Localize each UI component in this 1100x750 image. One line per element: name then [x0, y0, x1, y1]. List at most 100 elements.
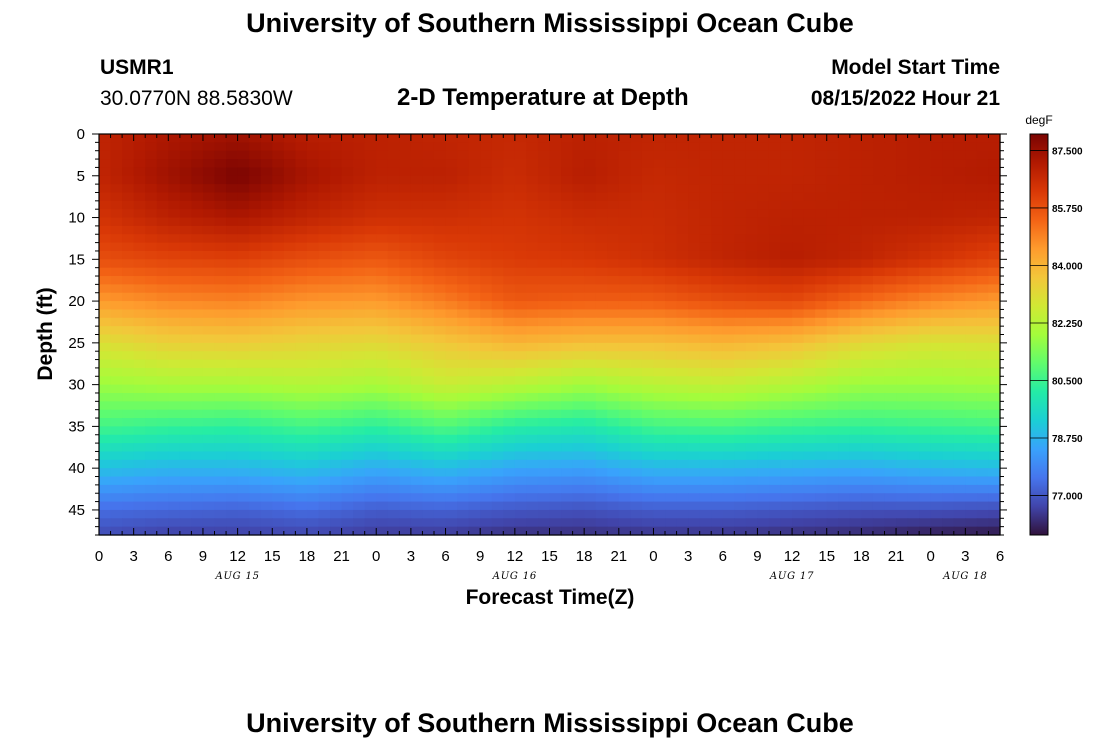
- heatmap-cell: [445, 484, 458, 494]
- heatmap-cell: [445, 326, 458, 336]
- heatmap-cell: [734, 476, 747, 486]
- heatmap-cell: [561, 426, 574, 436]
- heatmap-cell: [641, 175, 655, 185]
- heatmap-cell: [376, 351, 389, 361]
- heatmap-cell: [907, 426, 920, 436]
- heatmap-cell: [306, 259, 320, 269]
- heatmap-cell: [572, 334, 585, 344]
- heatmap-cell: [191, 317, 204, 327]
- heatmap-cell: [376, 317, 389, 327]
- heatmap-cell: [295, 276, 308, 285]
- heatmap-cell: [896, 509, 909, 519]
- heatmap-cell: [422, 443, 435, 453]
- heatmap-cell: [607, 392, 620, 402]
- heatmap-cell: [399, 259, 412, 269]
- heatmap-cell: [468, 167, 481, 177]
- heatmap-cell: [942, 418, 955, 427]
- heatmap-cell: [630, 392, 643, 402]
- heatmap-cell: [272, 134, 285, 143]
- heatmap-cell: [884, 326, 897, 336]
- heatmap-cell: [364, 284, 377, 294]
- heatmap-cell: [896, 175, 909, 185]
- heatmap-cell: [699, 276, 712, 285]
- heatmap-cell: [537, 317, 551, 327]
- heatmap-cell: [330, 175, 343, 185]
- heatmap-cell: [549, 426, 562, 436]
- heatmap-cell: [896, 159, 909, 169]
- heatmap-cell: [168, 334, 181, 344]
- heatmap-cell: [757, 225, 770, 235]
- heatmap-cell: [884, 301, 897, 311]
- heatmap-cell: [965, 209, 978, 219]
- heatmap-cell: [561, 309, 574, 319]
- heatmap-cell: [99, 250, 112, 260]
- heatmap-cell: [283, 434, 296, 444]
- heatmap-cell: [745, 376, 759, 386]
- heatmap-cell: [330, 184, 343, 194]
- heatmap-cell: [468, 401, 481, 411]
- heatmap-cell: [988, 459, 1001, 469]
- heatmap-cell: [410, 392, 424, 402]
- heatmap-cell: [930, 217, 943, 227]
- heatmap-cell: [226, 184, 239, 194]
- heatmap-cell: [306, 150, 320, 160]
- heatmap-cell: [537, 242, 551, 252]
- heatmap-cell: [803, 267, 816, 277]
- heatmap-cell: [272, 518, 285, 528]
- heatmap-cell: [226, 192, 239, 202]
- heatmap-cell: [780, 367, 793, 377]
- y-tick-label: 30: [68, 377, 85, 394]
- heatmap-cell: [734, 493, 747, 503]
- heatmap-cell: [699, 418, 712, 427]
- heatmap-cell: [214, 217, 227, 227]
- heatmap-cell: [988, 426, 1001, 436]
- heatmap-cell: [815, 459, 828, 469]
- heatmap-cell: [734, 434, 747, 444]
- heatmap-cell: [283, 225, 296, 235]
- heatmap-cell: [422, 526, 435, 536]
- heatmap-cell: [561, 292, 574, 302]
- heatmap-cell: [665, 259, 678, 269]
- heatmap-cell: [676, 301, 689, 311]
- heatmap-cell: [884, 518, 897, 528]
- heatmap-cell: [653, 509, 666, 519]
- heatmap-cell: [214, 526, 227, 536]
- heatmap-cell: [803, 501, 816, 511]
- heatmap-cell: [260, 159, 273, 169]
- heatmap-cell: [768, 192, 782, 202]
- heatmap-cell: [272, 334, 285, 344]
- heatmap-cell: [907, 242, 920, 252]
- heatmap-cell: [780, 242, 793, 252]
- heatmap-cell: [433, 351, 447, 361]
- heatmap-cell: [272, 351, 285, 361]
- heatmap-cell: [803, 392, 816, 402]
- heatmap-cell: [468, 342, 481, 352]
- colorbar-tick-label: 77.000: [1052, 492, 1083, 503]
- heatmap-cell: [607, 209, 620, 219]
- heatmap-cell: [688, 459, 701, 469]
- heatmap-cell: [514, 476, 527, 486]
- heatmap-cell: [202, 526, 216, 536]
- heatmap-cell: [122, 334, 135, 344]
- heatmap-cell: [919, 418, 932, 427]
- heatmap-cell: [283, 167, 296, 177]
- heatmap-cell: [919, 443, 932, 453]
- date-label: AUG 15: [214, 571, 259, 582]
- heatmap-cell: [514, 493, 527, 503]
- heatmap-cell: [457, 367, 470, 377]
- heatmap-cell: [572, 401, 585, 411]
- heatmap-cell: [226, 418, 239, 427]
- heatmap-cell: [445, 242, 458, 252]
- heatmap-cell: [249, 443, 262, 453]
- heatmap-cell: [930, 351, 943, 361]
- heatmap-cell: [849, 225, 862, 235]
- heatmap-cell: [630, 518, 643, 528]
- heatmap-cell: [815, 159, 828, 169]
- heatmap-cell: [561, 509, 574, 519]
- heatmap-cell: [422, 476, 435, 486]
- heatmap-cell: [572, 518, 585, 528]
- heatmap-cell: [387, 284, 400, 294]
- heatmap-cell: [341, 267, 354, 277]
- heatmap-cell: [341, 217, 354, 227]
- heatmap-cell: [676, 401, 689, 411]
